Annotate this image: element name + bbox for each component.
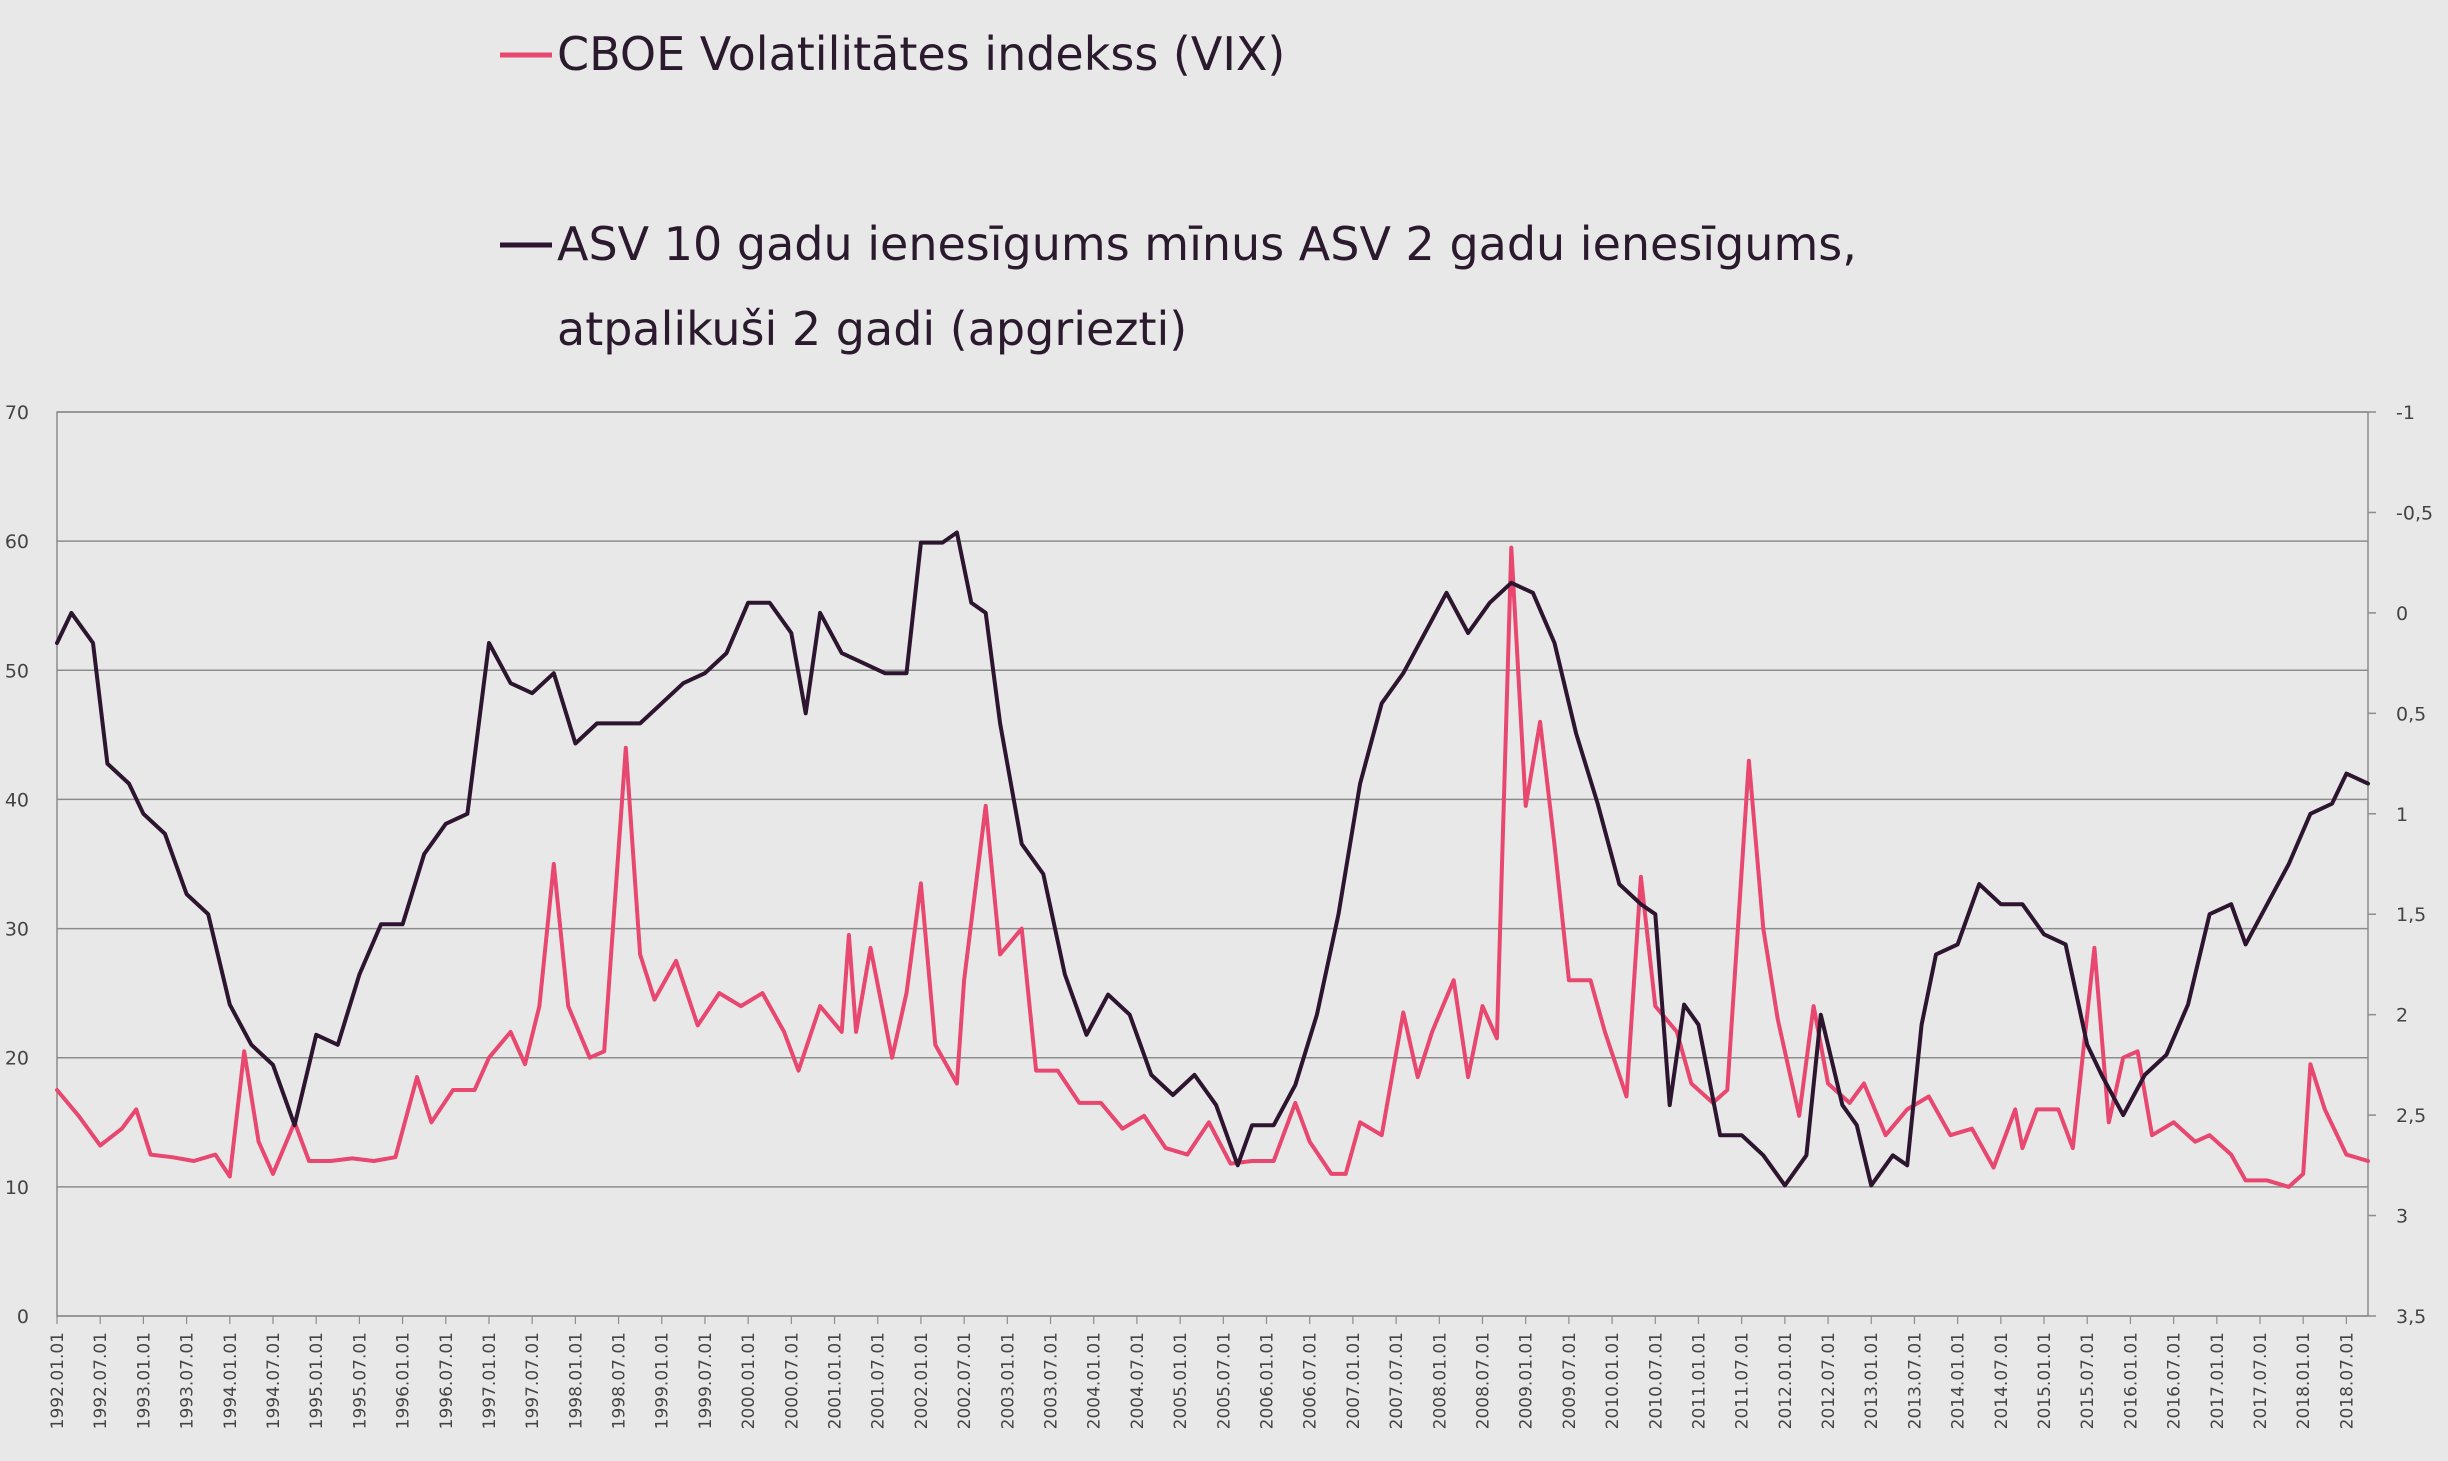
x-tick-label: 2017.07.01 — [2251, 1332, 2271, 1429]
legend-label-spread-line1: ASV 10 gadu ienesīgums mīnus ASV 2 gadu … — [557, 217, 1857, 271]
x-tick-label: 2014.01.01 — [1949, 1332, 1969, 1429]
x-tick-label: 2010.07.01 — [1646, 1332, 1666, 1429]
series-line-spread — [55, 530, 2370, 1188]
x-tick-label: 1997.07.01 — [523, 1332, 543, 1429]
x-tick-label: 2009.07.01 — [1560, 1332, 1580, 1429]
x-tick-label: 1993.07.01 — [178, 1332, 198, 1429]
x-tick-label: 2012.01.01 — [1776, 1332, 1796, 1429]
y-right-tick-label: -0,5 — [2396, 502, 2433, 524]
y-left-tick-label: 10 — [5, 1177, 29, 1199]
y-left-tick-label: 0 — [17, 1306, 29, 1328]
y-left-tick-label: 60 — [5, 531, 29, 553]
y-axis-left: 0 10 20 30 40 50 60 70 — [5, 402, 29, 1328]
x-tick-label: 2002.07.01 — [955, 1332, 975, 1429]
x-tick-label: 2003.07.01 — [1042, 1332, 1062, 1429]
y-left-tick-label: 50 — [5, 660, 29, 682]
series-line-vix — [55, 545, 2370, 1189]
y-right-tick-label: 3 — [2396, 1206, 2408, 1228]
plot-frame — [56, 411, 2369, 1317]
y-right-tick-label: 1,5 — [2396, 904, 2426, 926]
y-right-tick-label: 3,5 — [2396, 1306, 2426, 1328]
x-tick-label: 1995.01.01 — [307, 1332, 327, 1429]
x-tick-label: 2010.01.01 — [1603, 1332, 1623, 1429]
y-right-tick-label: 2,5 — [2396, 1105, 2426, 1127]
x-tick-label: 1996.01.01 — [394, 1332, 414, 1429]
x-tick-label: 2015.01.01 — [2035, 1332, 2055, 1429]
x-tick-label: 2009.01.01 — [1517, 1332, 1537, 1429]
x-tick-label: 2013.07.01 — [1905, 1332, 1925, 1429]
x-tick-label: 1996.07.01 — [437, 1332, 457, 1429]
legend-label-vix: CBOE Volatilitātes indekss (VIX) — [557, 27, 1285, 81]
x-tick-label: 2000.01.01 — [739, 1332, 759, 1429]
y-right-tick-label: -1 — [2396, 402, 2415, 424]
x-tick-label: 2008.07.01 — [1473, 1332, 1493, 1429]
x-tick-label: 2013.01.01 — [1862, 1332, 1882, 1429]
x-tick-label: 1992.07.01 — [91, 1332, 111, 1429]
x-tick-label: 2018.07.01 — [2337, 1332, 2357, 1429]
x-tick-label: 2014.07.01 — [1992, 1332, 2012, 1429]
x-tick-label: 2016.07.01 — [2165, 1332, 2185, 1429]
legend-label-spread-line2: atpalikuši 2 gadi (apgriezti) — [557, 302, 1187, 356]
x-tick-label: 2006.07.01 — [1301, 1332, 1321, 1429]
y-right-tick-label: 2 — [2396, 1005, 2408, 1027]
y-right-tick-label: 1 — [2396, 804, 2408, 826]
x-tick-label: 1999.07.01 — [696, 1332, 716, 1429]
x-tick-label: 2008.01.01 — [1430, 1332, 1450, 1429]
x-tick-label: 2006.01.01 — [1257, 1332, 1277, 1429]
x-tick-label: 2007.01.01 — [1344, 1332, 1364, 1429]
grid — [56, 411, 2369, 1317]
y-axis-right: -1 -0,5 0 0,5 1 1,5 2 2,5 3 3,5 — [2368, 402, 2433, 1328]
x-tick-label: 2017.01.01 — [2208, 1332, 2228, 1429]
x-tick-label: 1998.01.01 — [566, 1332, 586, 1429]
x-tick-label: 2011.01.01 — [1689, 1332, 1709, 1429]
x-tick-label: 2018.01.01 — [2294, 1332, 2314, 1429]
x-tick-label: 2001.07.01 — [869, 1332, 889, 1429]
x-tick-label: 1994.07.01 — [264, 1332, 284, 1429]
x-tick-label: 2004.01.01 — [1085, 1332, 1105, 1429]
x-tick-label: 2005.01.01 — [1171, 1332, 1191, 1429]
x-tick-label: 1999.01.01 — [653, 1332, 673, 1429]
x-tick-label: 1997.01.01 — [480, 1332, 500, 1429]
x-tick-label: 1993.01.01 — [134, 1332, 154, 1429]
x-tick-label: 2004.07.01 — [1128, 1332, 1148, 1429]
series-group — [55, 530, 2370, 1189]
x-tick-label: 2016.01.01 — [2121, 1332, 2141, 1429]
y-right-tick-label: 0 — [2396, 603, 2408, 625]
y-right-tick-label: 0,5 — [2396, 703, 2426, 725]
x-tick-label: 2015.07.01 — [2078, 1332, 2098, 1429]
x-tick-label: 2005.07.01 — [1214, 1332, 1234, 1429]
y-left-tick-label: 70 — [5, 402, 29, 424]
x-tick-label: 1998.07.01 — [610, 1332, 630, 1429]
x-tick-label: 2003.01.01 — [998, 1332, 1018, 1429]
x-axis: 1992.01.01 1992.07.01 1993.01.01 1993.07.01… — [48, 1316, 2357, 1429]
x-tick-label: 2002.01.01 — [912, 1332, 932, 1429]
x-tick-label: 2012.07.01 — [1819, 1332, 1839, 1429]
y-left-tick-label: 20 — [5, 1048, 29, 1070]
x-tick-label: 2001.01.01 — [826, 1332, 846, 1429]
x-tick-label: 1995.07.01 — [350, 1332, 370, 1429]
x-tick-label: 2007.07.01 — [1387, 1332, 1407, 1429]
y-left-tick-label: 30 — [5, 919, 29, 941]
x-tick-label: 1994.01.01 — [221, 1332, 241, 1429]
x-tick-label: 2000.07.01 — [782, 1332, 802, 1429]
x-tick-label: 2011.07.01 — [1733, 1332, 1753, 1429]
y-left-tick-label: 40 — [5, 789, 29, 811]
x-tick-label: 1992.01.01 — [48, 1332, 68, 1429]
legend: CBOE Volatilitātes indekss (VIX) ASV 10 … — [500, 27, 1857, 356]
